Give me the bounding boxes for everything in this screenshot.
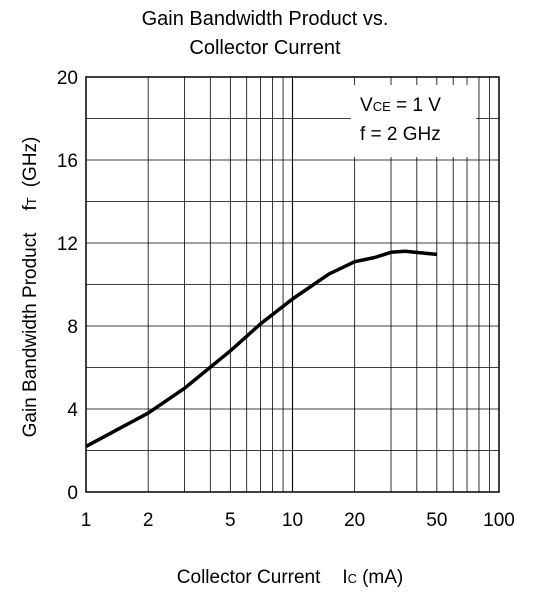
- annotation-vce: VCE = 1 V: [360, 95, 441, 116]
- y-tick-label: 0: [67, 483, 78, 504]
- x-tick-label: 100: [483, 510, 515, 531]
- series-line: [85, 249, 437, 448]
- plot-frame: [85, 76, 500, 493]
- chart-title-line1: Gain Bandwidth Product vs.: [142, 8, 389, 30]
- x-tick-label: 50: [426, 510, 447, 531]
- x-tick-label: 2: [143, 510, 154, 531]
- y-tick-label: 12: [57, 234, 78, 255]
- y-axis-label: Gain Bandwidth ProductfT(GHz): [20, 137, 41, 438]
- y-tick-labels: 0 4 8 12 16 20: [57, 68, 79, 504]
- annotation-frequency: f = 2 GHz: [360, 124, 441, 145]
- y-tick-label: 4: [67, 400, 78, 421]
- x-tick-label: 5: [225, 510, 236, 531]
- x-tick-label: 20: [344, 510, 365, 531]
- y-tick-label: 20: [57, 68, 78, 89]
- chart-title-line2: Collector Current: [189, 37, 341, 59]
- series-group: [85, 249, 437, 448]
- x-tick-label: 10: [282, 510, 303, 531]
- x-tick-labels: 1 2 5 10 20 50 100: [81, 510, 515, 531]
- y-tick-label: 16: [57, 151, 78, 172]
- y-tick-label: 8: [67, 317, 78, 338]
- x-tick-label: 1: [81, 510, 92, 531]
- x-axis-label: Collector Current IC (mA): [177, 567, 403, 588]
- annotation-box: [351, 85, 476, 157]
